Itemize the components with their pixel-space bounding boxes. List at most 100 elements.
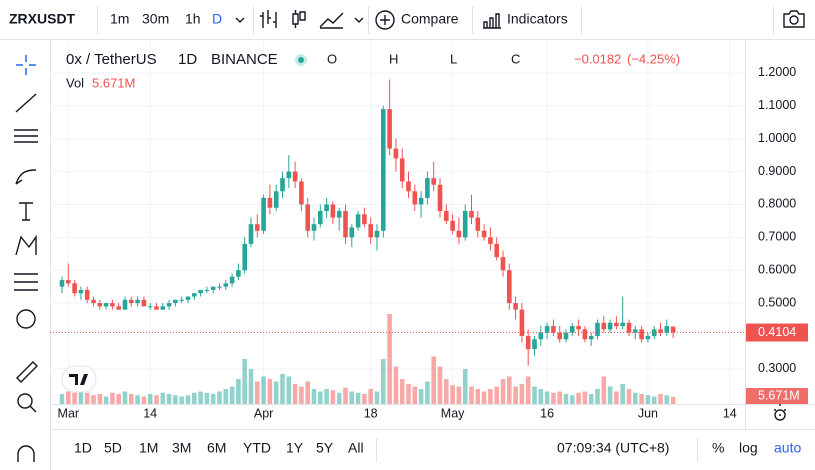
auto-toggle[interactable]: auto: [774, 440, 801, 456]
text-tool[interactable]: [19, 202, 33, 221]
percent-toggle[interactable]: %: [712, 440, 724, 456]
volume-bar: [343, 387, 348, 404]
candle-body: [267, 197, 273, 208]
change-percent: (−4.25%): [627, 51, 680, 66]
magnet-tool[interactable]: [17, 445, 35, 462]
range-button[interactable]: 5D: [104, 440, 122, 456]
candle-body: [292, 171, 298, 182]
trend-line-tool[interactable]: [15, 93, 37, 113]
range-button[interactable]: 1M: [139, 440, 158, 456]
candle-body: [242, 243, 247, 271]
volume-bar: [588, 394, 594, 404]
candle-body: [229, 276, 235, 284]
candle-body: [425, 178, 430, 198]
volume-bar: [425, 381, 430, 404]
interval-button[interactable]: 30m: [142, 11, 169, 27]
log-toggle[interactable]: log: [739, 440, 758, 456]
area-icon[interactable]: [319, 12, 344, 29]
candle-body: [255, 224, 260, 231]
volume-bar: [462, 369, 468, 404]
volume-bar: [78, 389, 84, 404]
y-tick-label: 1.2000: [758, 65, 796, 79]
range-button[interactable]: 1D: [74, 440, 92, 456]
snapshot-icon[interactable]: [783, 10, 805, 28]
volume-bar: [336, 392, 342, 404]
volume-bar: [658, 394, 663, 404]
volume-bar: [305, 381, 310, 404]
candle-body: [154, 306, 159, 310]
volume-bar: [538, 389, 544, 404]
candle-body: [412, 191, 418, 205]
candle-body: [387, 109, 392, 149]
volume-bar: [626, 389, 632, 404]
range-button[interactable]: 5Y: [316, 440, 334, 456]
candle-body: [651, 329, 657, 336]
candle-body: [450, 220, 455, 231]
volume-bar: [664, 395, 670, 404]
volume-bar: [116, 394, 121, 404]
candle-body: [626, 322, 632, 333]
range-button[interactable]: All: [348, 440, 364, 456]
interval-button-active[interactable]: D: [212, 11, 222, 27]
settings-icon[interactable]: [774, 404, 786, 421]
candle-body: [210, 286, 216, 290]
range-button[interactable]: 1Y: [286, 440, 304, 456]
indicators-icon[interactable]: [483, 13, 501, 29]
candle-body: [280, 178, 285, 192]
volume-bar: [204, 392, 210, 404]
candle-body: [582, 329, 588, 340]
volume-bar: [481, 391, 487, 404]
volume-bar: [614, 391, 619, 404]
snapshot-icon-lens[interactable]: [789, 15, 799, 25]
volume-bar: [450, 385, 455, 404]
candle-body: [135, 299, 140, 304]
volume-bar: [563, 394, 569, 404]
y-tick-label: 0.9000: [758, 164, 796, 178]
candle-body: [236, 270, 241, 277]
candle-body: [72, 283, 77, 294]
volume-bar: [110, 392, 115, 404]
range-button[interactable]: YTD: [243, 440, 271, 456]
volume-bar: [330, 390, 336, 404]
candle-body: [330, 204, 336, 218]
candle-body: [173, 299, 178, 304]
low-label: L: [450, 51, 457, 66]
exchange: BINANCE: [211, 51, 278, 68]
symbol[interactable]: ZRXUSDT: [9, 11, 76, 27]
volume-bar: [488, 389, 493, 404]
x-tick-label: 14: [143, 406, 157, 420]
interval-button[interactable]: 1h: [185, 11, 201, 27]
range-button[interactable]: 6M: [207, 440, 226, 456]
bar-chart-icon[interactable]: [260, 10, 277, 28]
ruler-tool[interactable]: [16, 361, 38, 383]
compare-button[interactable]: Compare: [401, 11, 459, 27]
candle-body: [645, 335, 651, 340]
range-button[interactable]: 3M: [172, 440, 191, 456]
compare-icon[interactable]: [375, 10, 395, 30]
candle-body: [507, 270, 512, 304]
volume-bar: [192, 392, 197, 404]
zoom-tool[interactable]: [17, 393, 33, 409]
interval-button[interactable]: 1m: [110, 11, 129, 27]
candle-body: [614, 322, 619, 327]
compare-icon-plus[interactable]: [380, 15, 390, 25]
y-tick-label: 0.3000: [758, 361, 796, 375]
candle-icon[interactable]: [292, 10, 306, 28]
brush-tool[interactable]: [15, 169, 37, 185]
volume-bar: [261, 376, 266, 404]
fib-tool[interactable]: [14, 129, 38, 143]
zoom-tool-handle[interactable]: [29, 405, 37, 413]
emoji-tool[interactable]: [16, 309, 36, 329]
candle-body: [179, 299, 184, 301]
volume-bar: [399, 379, 405, 404]
volume-bar: [651, 396, 657, 404]
prediction-tool[interactable]: [14, 273, 38, 291]
y-tick-label: 1.0000: [758, 131, 796, 145]
indicators-button[interactable]: Indicators: [507, 11, 568, 27]
dropdown-icon[interactable]: [354, 17, 364, 23]
crosshair-tool[interactable]: [16, 55, 36, 75]
candle-body: [336, 211, 342, 218]
candle-body: [141, 299, 147, 307]
dropdown-icon[interactable]: [235, 17, 245, 23]
pattern-tool[interactable]: [15, 234, 37, 256]
